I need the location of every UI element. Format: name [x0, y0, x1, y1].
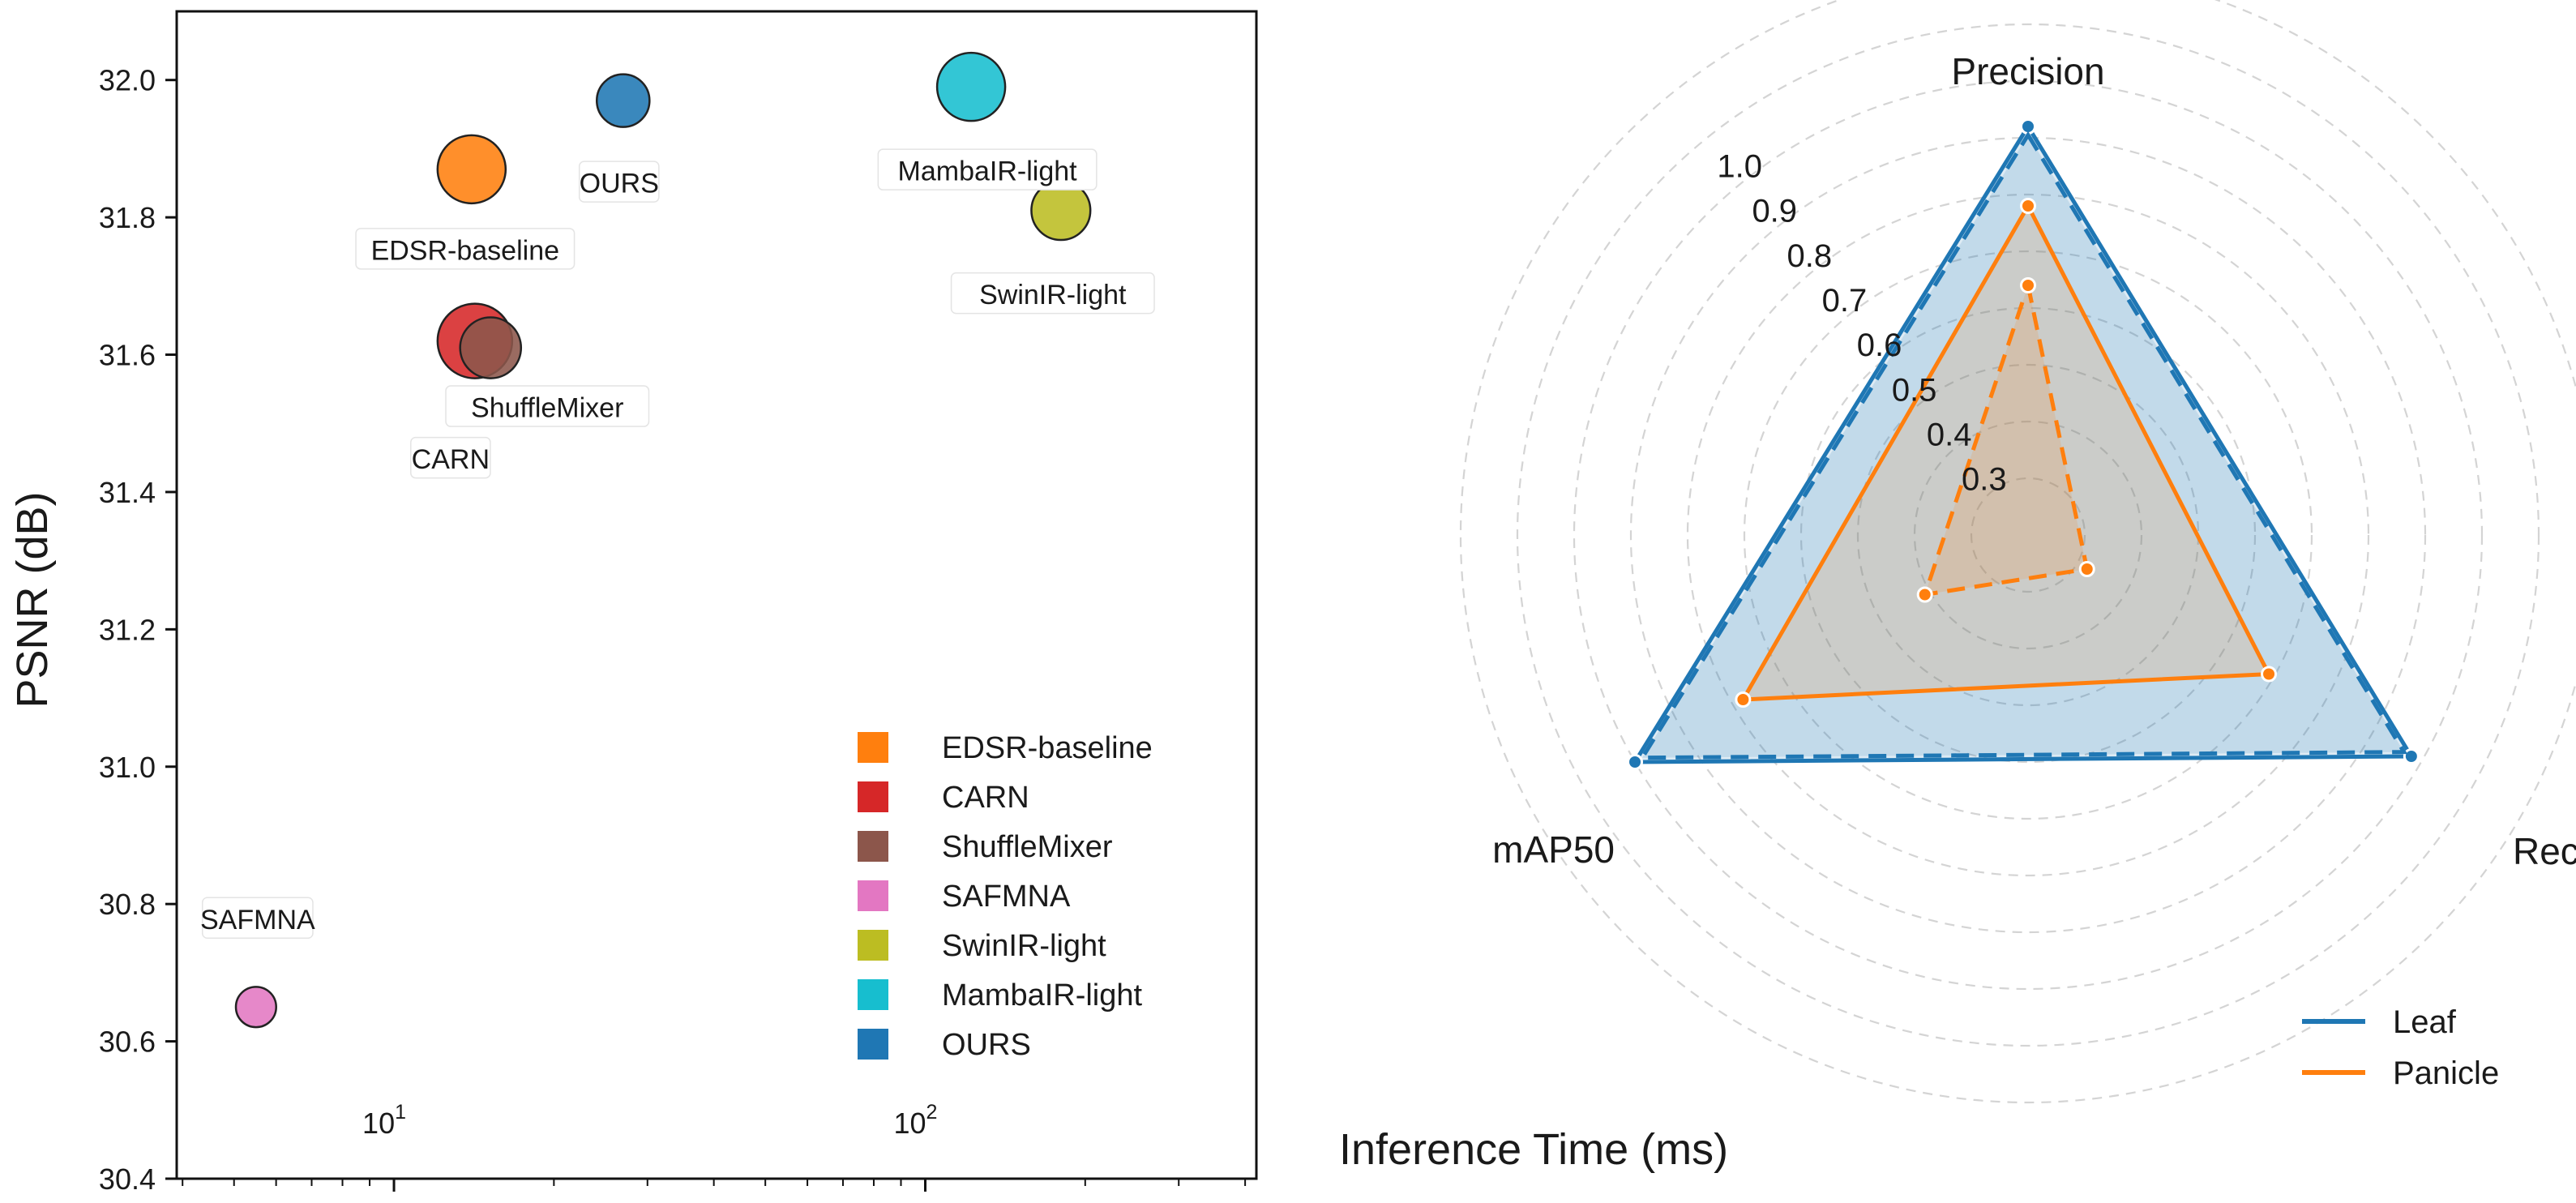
radar-axis-label-map50: mAP50	[1492, 828, 1615, 871]
point-label-box	[578, 161, 660, 203]
radar-line-panicle-solid	[1739, 201, 2272, 702]
legend-label: MambaIR-light	[942, 978, 1143, 1012]
radar-area-leaf	[1635, 126, 2411, 762]
radar-r-tick-label: 0.3	[1962, 462, 2007, 498]
radar-grid-ring	[1629, 136, 2427, 934]
scatter-legend: EDSR-baseline CARN ShuffleMixer SAFMNA SwinI…	[858, 731, 1153, 1062]
radar-grid-ring	[1516, 23, 2540, 1047]
radar-r-tick-label: 0.8	[1787, 238, 1833, 274]
point-shufflemixer	[459, 316, 523, 379]
legend-swatch	[858, 831, 888, 862]
radar-marker	[2020, 198, 2036, 214]
radar-chart: 0.3 0.4 0.5 0.6 0.7 0.8 0.9 1.0 Precision Recall…	[1460, 0, 2576, 1103]
y-tick-label: 31.4	[99, 476, 156, 509]
radar-grid-ring	[1686, 193, 2370, 877]
radar-grid-ring	[1460, 0, 2576, 1103]
legend-label: ShuffleMixer	[942, 830, 1113, 864]
y-tick-label: 31.2	[99, 613, 156, 646]
radar-area-panicle	[1743, 206, 2269, 700]
radar-marker	[2403, 748, 2420, 764]
radar-r-tick-label: 0.6	[1857, 328, 1902, 363]
point-label-box	[355, 228, 576, 270]
point-label-box	[877, 148, 1098, 191]
radar-r-tick-label: 1.0	[1717, 149, 1762, 185]
legend-swatch	[858, 880, 888, 911]
radar-legend-label: Panicle	[2393, 1055, 2499, 1091]
radar-grid-ring	[1799, 306, 2257, 764]
radar-legend: Leaf Panicle	[2302, 1004, 2499, 1091]
radar-axis-label-precision: Precision	[1951, 50, 2104, 92]
radar-grid	[1460, 0, 2576, 1103]
point-safmna	[234, 986, 277, 1029]
legend-swatch	[858, 1029, 888, 1060]
legend-label: CARN	[942, 781, 1029, 815]
radar-area-panicle	[1924, 285, 2087, 595]
x-tick-label: 101	[362, 1101, 406, 1140]
y-tick-label: 30.6	[99, 1025, 156, 1059]
radar-marker	[1735, 691, 1752, 708]
y-tick-label: 31.0	[99, 751, 156, 784]
y-tick-label: 30.4	[99, 1162, 156, 1196]
x-tick-label: 102	[894, 1101, 938, 1140]
legend-swatch	[858, 930, 888, 961]
point-label-box	[201, 897, 314, 939]
y-tick-label: 32.0	[99, 64, 156, 97]
radar-grid-ring	[1743, 250, 2313, 820]
radar-r-tick-label: 0.7	[1822, 283, 1868, 319]
y-axis-label: PSNR (dB)	[8, 491, 57, 708]
radar-r-tick-label: 0.5	[1892, 372, 1937, 408]
x-axis-label: Inference Time (ms)	[1339, 1125, 1728, 1174]
point-label-box	[950, 272, 1155, 315]
radar-line-leaf-solid	[1631, 122, 2416, 764]
radar-legend-label: Leaf	[2393, 1004, 2457, 1040]
radar-marker	[2020, 277, 2036, 293]
radar-marker	[1916, 586, 1933, 603]
radar-marker	[2261, 666, 2278, 683]
point-label: CARN	[412, 444, 490, 475]
radar-r-tick-label: 0.4	[1927, 417, 1972, 452]
radar-grid-ring	[1970, 477, 2086, 593]
legend-label: OURS	[942, 1028, 1031, 1062]
legend-label: SwinIR-light	[942, 929, 1106, 963]
point-label-box	[410, 436, 491, 479]
radar-r-tick-label: 0.9	[1752, 194, 1797, 229]
radar-marker	[1627, 754, 1644, 770]
radar-grid-ring	[1913, 420, 2143, 650]
y-tick-label: 30.8	[99, 888, 156, 921]
legend-swatch	[858, 979, 888, 1010]
point-ours	[595, 73, 651, 128]
legend-label: EDSR-baseline	[942, 731, 1153, 765]
point-label: EDSR-baseline	[371, 235, 559, 266]
legend-swatch	[858, 732, 888, 763]
radar-line-panicle-dashed	[1922, 277, 2090, 597]
point-label: SAFMNA	[200, 905, 315, 935]
radar-axis-label-recall: Recall	[2513, 830, 2576, 872]
radar-area-leaf	[1642, 135, 2404, 758]
point-label-box	[445, 385, 650, 427]
legend-label: SAFMNA	[942, 880, 1071, 914]
point-label: MambaIR-light	[898, 156, 1078, 187]
scatter-chart: 30.4 30.6 30.8 31.0 31.2 31.4 31.6 31.8 32.0 101…	[8, 10, 1728, 1196]
point-label: OURS	[580, 169, 659, 199]
point-label: SwinIR-light	[979, 280, 1127, 310]
legend-swatch	[858, 781, 888, 812]
y-tick-label: 31.8	[99, 201, 156, 234]
radar-marker	[2078, 561, 2095, 577]
radar-line-leaf-dashed	[1638, 131, 2408, 760]
point-mambair-light	[935, 51, 1007, 122]
scatter-plot-frame	[175, 10, 1258, 1180]
radar-grid-ring	[1573, 79, 2484, 991]
y-tick-label: 31.6	[99, 339, 156, 372]
point-label: ShuffleMixer	[471, 393, 623, 424]
point-edsr-baseline	[436, 134, 507, 205]
